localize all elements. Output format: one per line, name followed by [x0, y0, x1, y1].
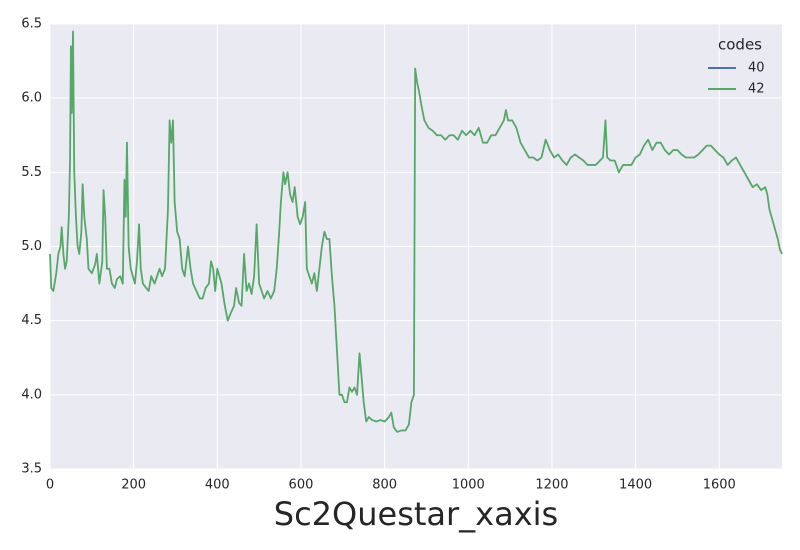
y-tick-label: 4.0: [21, 387, 42, 402]
x-tick-label: 1200: [535, 478, 568, 493]
y-tick-label: 3.5: [21, 462, 42, 477]
x-tick-label: 600: [289, 478, 314, 493]
legend-label: 40: [748, 61, 765, 76]
x-tick-label: 1000: [452, 478, 485, 493]
legend-label: 42: [748, 82, 765, 97]
x-tick-label: 1600: [703, 478, 736, 493]
y-tick-label: 5.0: [21, 239, 42, 254]
y-tick-label: 5.5: [21, 165, 42, 180]
legend-title: codes: [718, 36, 762, 54]
x-tick-label: 200: [121, 478, 146, 493]
x-tick-label: 400: [205, 478, 230, 493]
x-tick-label: 1400: [619, 478, 652, 493]
data-line: [49, 30, 783, 433]
x-tick-label: 800: [372, 478, 397, 493]
x-tick-label: 0: [46, 478, 54, 493]
y-tick-label: 6.5: [21, 17, 42, 32]
y-tick-label: 6.0: [21, 91, 42, 106]
x-axis-label: Sc2Questar_xaxis: [274, 495, 558, 533]
y-tick-label: 4.5: [21, 313, 42, 328]
